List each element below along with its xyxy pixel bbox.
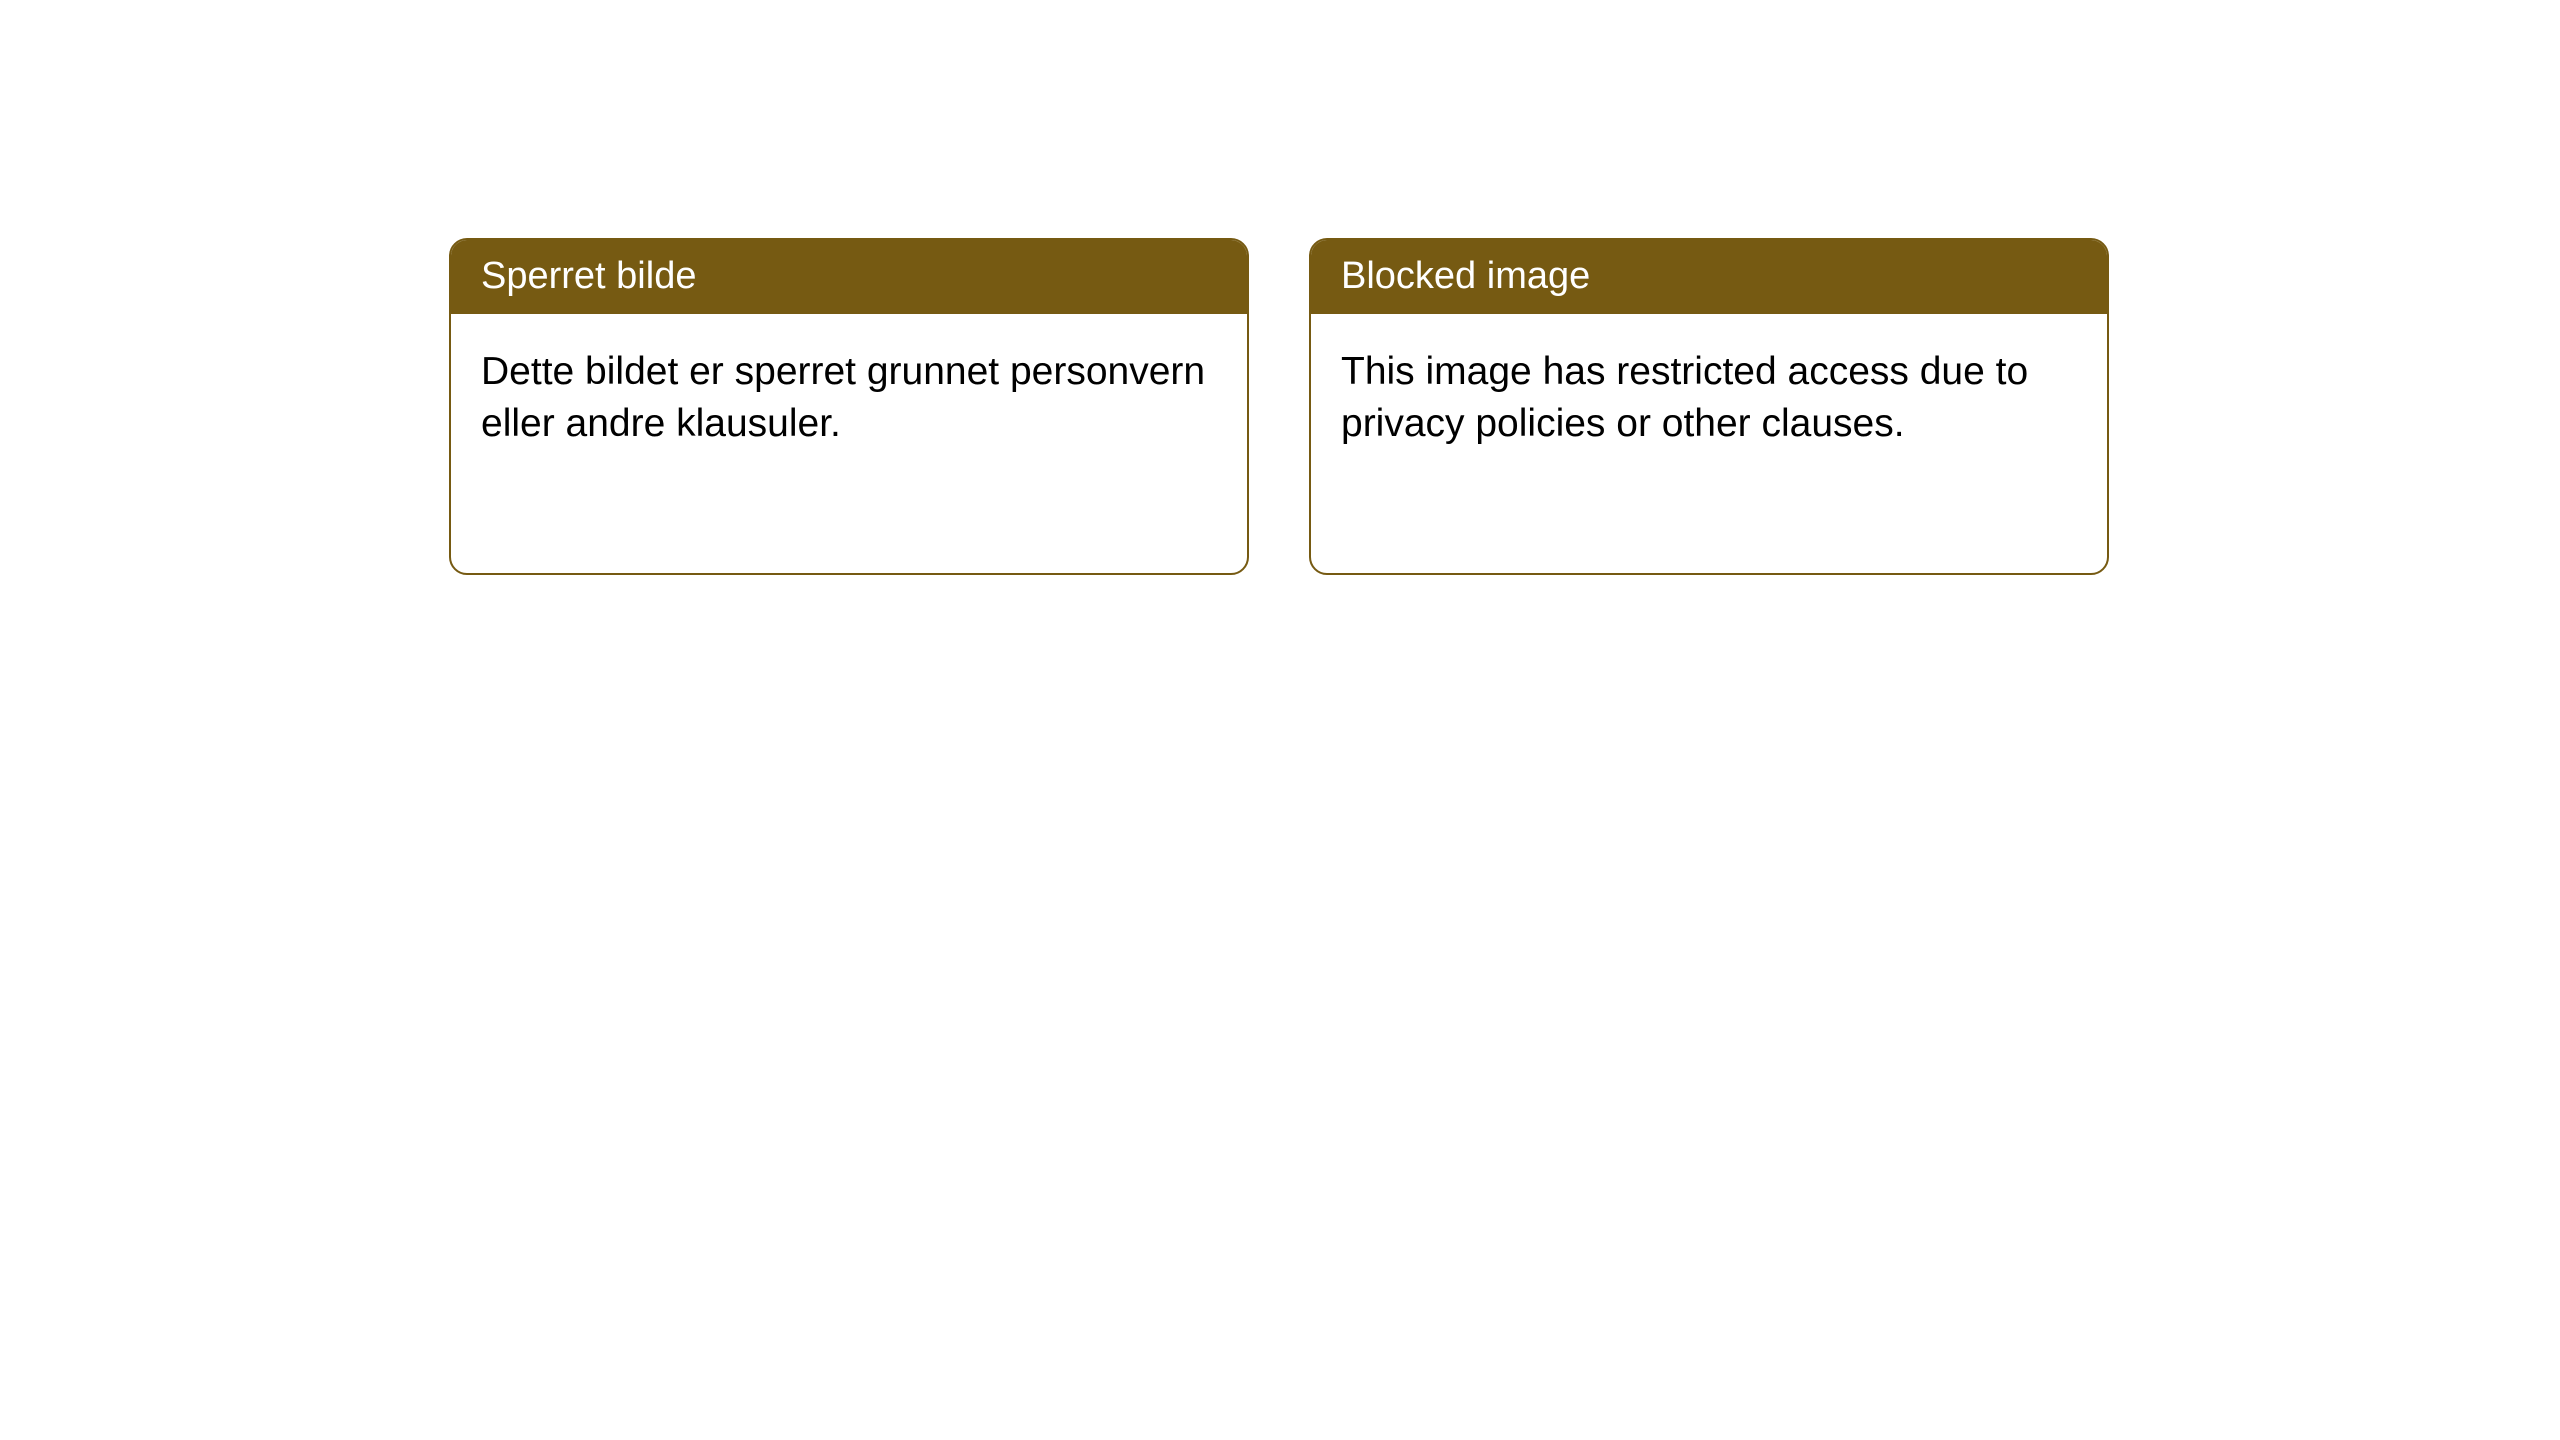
card-body-text: This image has restricted access due to …	[1341, 350, 2028, 446]
card-title: Blocked image	[1341, 255, 1590, 297]
card-header: Sperret bilde	[451, 240, 1247, 314]
card-title: Sperret bilde	[481, 255, 696, 297]
notice-card-no: Sperret bilde Dette bildet er sperret gr…	[449, 238, 1249, 575]
notice-card-container: Sperret bilde Dette bildet er sperret gr…	[449, 238, 2109, 575]
card-header: Blocked image	[1311, 240, 2107, 314]
card-body-text: Dette bildet er sperret grunnet personve…	[481, 350, 1205, 446]
card-body: This image has restricted access due to …	[1311, 314, 2107, 483]
notice-card-en: Blocked image This image has restricted …	[1309, 238, 2109, 575]
card-body: Dette bildet er sperret grunnet personve…	[451, 314, 1247, 483]
